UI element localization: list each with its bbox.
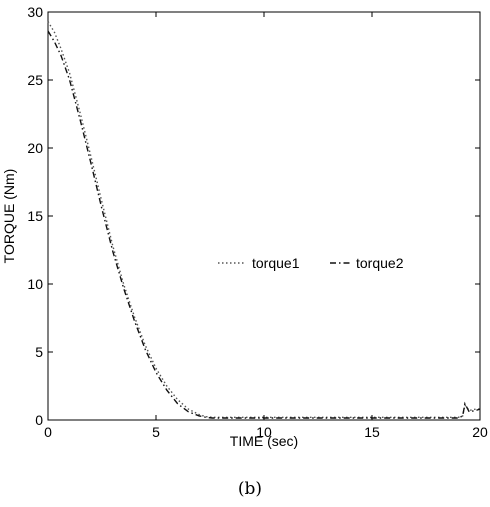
x-axis-title: TIME (sec) [230,433,298,449]
x-tick-label: 5 [152,424,160,440]
x-tick-label: 20 [472,424,488,440]
legend: torque1 torque2 [218,255,404,271]
plot-area [47,11,481,421]
y-tick-label: 30 [27,4,43,20]
series-group [47,21,481,419]
axis-ticks: 0 5 10 15 20 0 5 10 15 20 25 30 [27,4,488,440]
series-line-torque1 [47,21,480,418]
legend-label-torque2: torque2 [356,255,404,271]
series-line-torque2 [47,30,481,419]
y-tick-label: 5 [35,344,43,360]
y-axis-title: TORQUE (Nm) [1,169,17,264]
y-tick-label: 0 [35,412,43,428]
y-tick-label: 10 [27,276,43,292]
x-tick-label: 10 [256,424,272,440]
x-tick-label: 0 [44,424,52,440]
y-tick-label: 15 [27,208,43,224]
figure-caption: (b) [238,479,262,499]
y-tick-label: 20 [27,140,43,156]
y-tick-label: 25 [27,72,43,88]
legend-label-torque1: torque1 [252,255,300,271]
x-tick-label: 15 [364,424,380,440]
